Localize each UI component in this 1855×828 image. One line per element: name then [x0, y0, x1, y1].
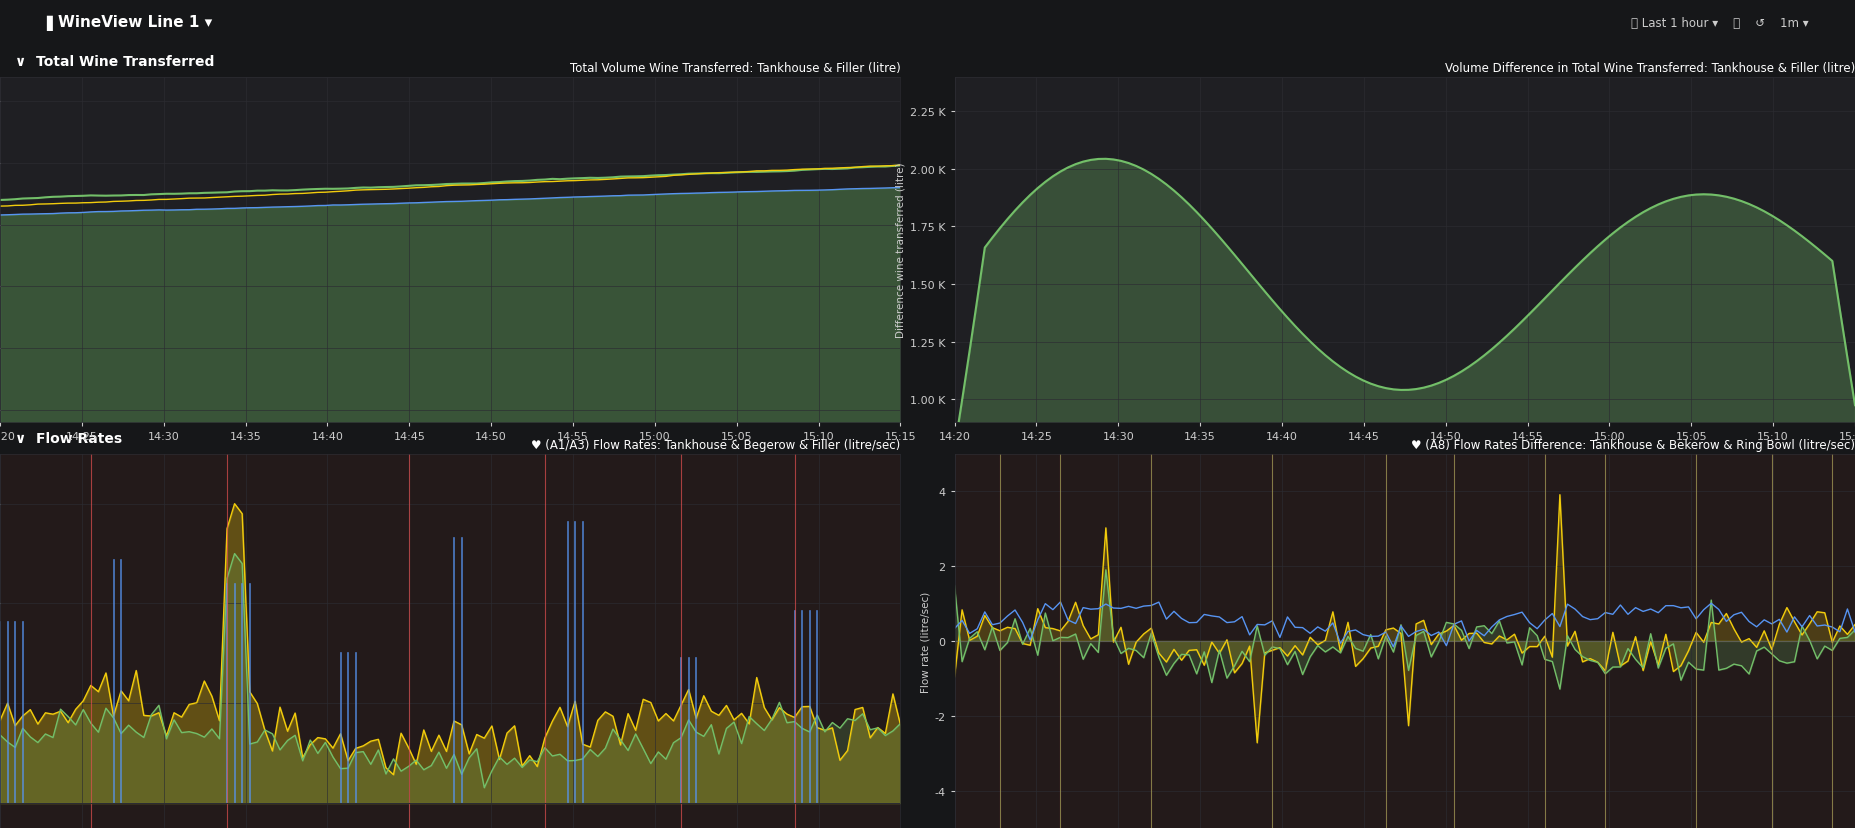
Y-axis label: Difference wine transferred (litre): Difference wine transferred (litre)	[896, 162, 905, 338]
Y-axis label: Flow rate (litre/sec): Flow rate (litre/sec)	[920, 590, 929, 691]
Text: ♥ (A1/A3) Flow Rates: Tankhouse & Begerow & Filler (litre/sec): ♥ (A1/A3) Flow Rates: Tankhouse & Begero…	[531, 439, 900, 452]
Text: ♥ (A8) Flow Rates Difference: Tankhouse & Bekerow & Ring Bowl (litre/sec): ♥ (A8) Flow Rates Difference: Tankhouse …	[1412, 439, 1855, 452]
Text: Volume Difference in Total Wine Transferred: Tankhouse & Filler (litre): Volume Difference in Total Wine Transfer…	[1445, 62, 1855, 75]
Text: ⌛ Last 1 hour ▾    🔍    ↺    1m ▾: ⌛ Last 1 hour ▾ 🔍 ↺ 1m ▾	[1631, 17, 1809, 30]
Legend: Tankhouse: Total, Tankhouse: Active Tank, Filler: Tankhouse: Total, Tankhouse: Active Tank…	[6, 468, 375, 486]
Legend: Tankhouse - Filler: Tankhouse - Filler	[959, 468, 1087, 486]
Text: Total Volume Wine Transferred: Tankhouse & Filler (litre): Total Volume Wine Transferred: Tankhouse…	[569, 62, 900, 75]
Text: ▐ WineView Line 1 ▾: ▐ WineView Line 1 ▾	[41, 15, 211, 31]
Text: ∨  Total Wine Transferred: ∨ Total Wine Transferred	[15, 55, 213, 69]
Text: ∨  Flow Rates: ∨ Flow Rates	[15, 431, 122, 445]
